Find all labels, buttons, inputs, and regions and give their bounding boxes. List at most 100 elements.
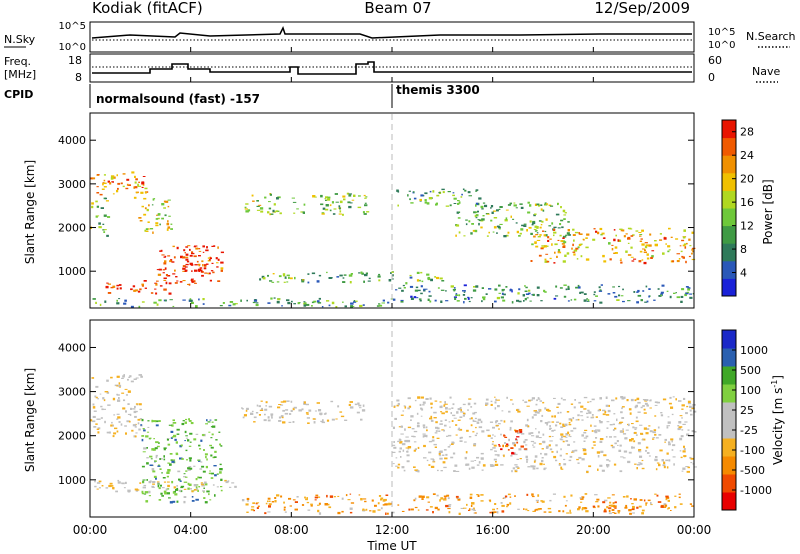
heatmap-cell xyxy=(489,511,493,514)
heatmap-cell xyxy=(457,202,460,205)
heatmap-cell xyxy=(524,285,526,287)
heatmap-cell xyxy=(284,277,287,279)
heatmap-cell xyxy=(187,468,191,471)
heatmap-cell xyxy=(496,511,499,514)
heatmap-cell xyxy=(523,225,527,227)
heatmap-cell xyxy=(649,399,652,401)
heatmap-cell xyxy=(130,380,134,383)
heatmap-cell xyxy=(516,432,520,434)
heatmap-cell xyxy=(169,453,173,455)
colorbar-tick-label: -1000 xyxy=(740,484,772,497)
heatmap-cell xyxy=(190,279,193,281)
heatmap-cell xyxy=(481,287,484,289)
heatmap-cell xyxy=(251,410,254,412)
heatmap-cell xyxy=(598,290,603,292)
heatmap-cell xyxy=(681,408,684,410)
heatmap-cell xyxy=(208,431,211,433)
heatmap-cell xyxy=(548,204,552,206)
heatmap-cell xyxy=(353,194,356,197)
heatmap-cell xyxy=(288,421,292,423)
heatmap-cell xyxy=(427,298,430,301)
heatmap-cell xyxy=(475,285,479,288)
heatmap-cell xyxy=(162,269,166,271)
heatmap-cell xyxy=(650,256,653,259)
heatmap-cell xyxy=(489,421,494,423)
heatmap-cell xyxy=(685,260,687,264)
heatmap-cell xyxy=(276,281,280,283)
heatmap-cell xyxy=(219,463,222,466)
heatmap-cell xyxy=(471,223,474,225)
heatmap-cell xyxy=(512,218,515,220)
heatmap-cell xyxy=(406,454,410,457)
heatmap-cell xyxy=(518,288,521,291)
heatmap-cell xyxy=(425,434,428,438)
heatmap-cell xyxy=(659,239,662,241)
heatmap-cell xyxy=(333,496,336,498)
heatmap-cell xyxy=(189,248,191,251)
heatmap-cell xyxy=(562,245,566,248)
heatmap-cell xyxy=(142,479,146,481)
heatmap-cell xyxy=(423,444,426,448)
heatmap-cell xyxy=(410,419,412,421)
heatmap-cell xyxy=(665,498,668,501)
heatmap-cell xyxy=(180,485,185,488)
heatmap-cell xyxy=(301,280,305,283)
heatmap-cell xyxy=(556,450,558,454)
heatmap-cell xyxy=(155,420,159,423)
heatmap-cell xyxy=(211,245,214,247)
heatmap-cell xyxy=(670,510,672,511)
heatmap-cell xyxy=(687,288,690,291)
heatmap-cell xyxy=(597,468,599,471)
heatmap-cell xyxy=(212,484,215,486)
heatmap-cell xyxy=(523,440,526,444)
heatmap-cell xyxy=(166,481,170,483)
heatmap-cell xyxy=(318,512,322,515)
heatmap-cell xyxy=(563,245,566,247)
colorbar-frame xyxy=(721,329,737,511)
heatmap-cell xyxy=(601,232,605,235)
heatmap-cell xyxy=(539,462,543,466)
heatmap-cell xyxy=(560,435,563,438)
heatmap-cell xyxy=(527,201,530,204)
heatmap-cell xyxy=(170,430,174,433)
heatmap-cell xyxy=(200,269,203,272)
heatmap-cell xyxy=(577,286,581,289)
x-tick-label: 00:00 xyxy=(73,523,108,537)
heatmap-cell xyxy=(633,498,637,501)
heatmap-cell xyxy=(496,508,499,510)
heatmap-cell xyxy=(654,493,657,495)
heatmap-cell xyxy=(548,435,552,438)
heatmap-cell xyxy=(544,291,547,293)
heatmap-cell xyxy=(593,425,597,427)
heatmap-cell xyxy=(646,257,650,260)
heatmap-cell xyxy=(208,259,211,261)
heatmap-cell xyxy=(416,279,419,282)
heatmap-cell xyxy=(678,421,682,424)
heatmap-cell xyxy=(199,468,203,470)
heatmap-cell xyxy=(598,420,601,422)
heatmap-cell xyxy=(100,405,103,408)
heatmap-cell xyxy=(409,276,413,279)
heatmap-cell xyxy=(109,482,113,485)
heatmap-cell xyxy=(542,401,545,404)
heatmap-cell xyxy=(630,256,634,258)
heatmap-cell xyxy=(102,183,104,186)
heatmap-cell xyxy=(361,409,366,412)
nave-tick-low: 0 xyxy=(708,71,715,84)
heatmap-cell xyxy=(487,434,491,437)
colorbar-frame xyxy=(721,119,737,297)
heatmap-cell xyxy=(580,255,583,258)
heatmap-cell xyxy=(205,455,207,459)
heatmap-cell xyxy=(464,189,467,192)
heatmap-cell xyxy=(555,295,559,297)
heatmap-cell xyxy=(481,469,484,471)
heatmap-cell xyxy=(205,249,209,252)
heatmap-cell xyxy=(310,503,313,506)
heatmap-cell xyxy=(520,445,524,448)
heatmap-cell xyxy=(184,269,188,272)
heatmap-cell xyxy=(90,177,94,180)
heatmap-cell xyxy=(147,221,150,223)
heatmap-cell xyxy=(535,230,538,232)
heatmap-cell xyxy=(129,413,132,416)
heatmap-cell xyxy=(635,420,639,423)
